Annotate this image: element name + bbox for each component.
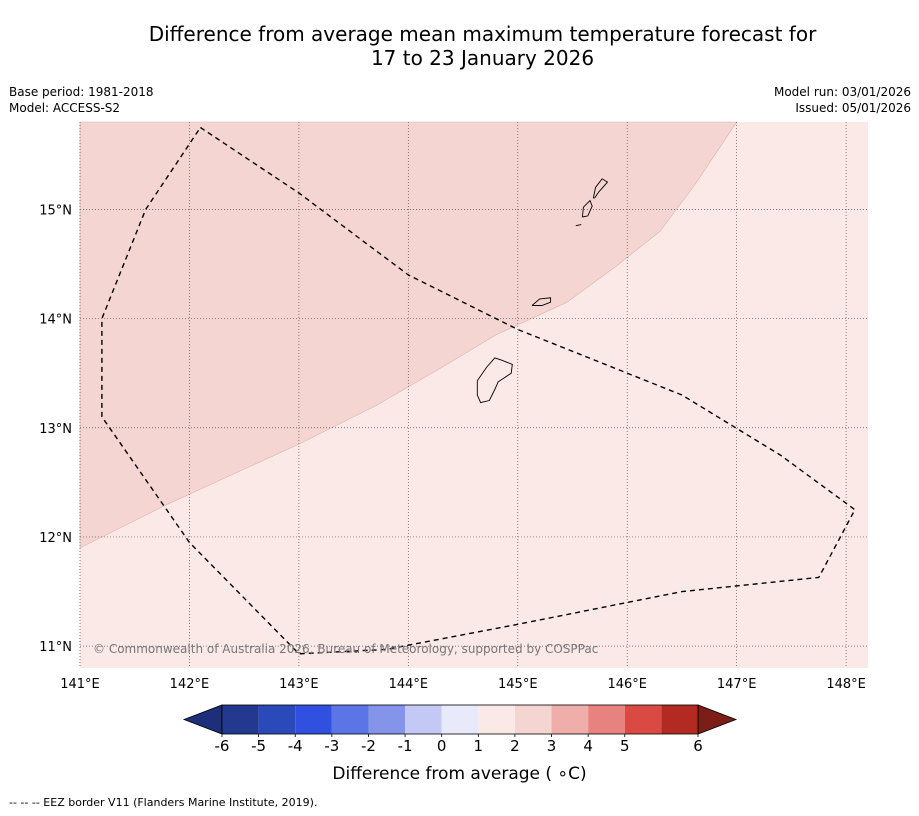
lat-tick-label: 11°N xyxy=(39,640,72,655)
title-line-1: Difference from average mean maximum tem… xyxy=(148,22,817,46)
chart-title: Difference from average mean maximum tem… xyxy=(60,22,905,70)
colorbar-bin xyxy=(405,705,442,734)
base-period: Base period: 1981-2018 xyxy=(9,85,154,99)
model-name: Model: ACCESS-S2 xyxy=(9,101,121,115)
island-rota xyxy=(531,297,552,306)
colorbar-tick-label: 0 xyxy=(437,737,447,755)
lon-tick-label: 146°E xyxy=(607,677,647,692)
colorbar-bin xyxy=(478,705,515,734)
lon-tick-label: 148°E xyxy=(826,677,866,692)
upper-anomaly-region xyxy=(79,121,738,549)
colorbar-bin xyxy=(222,705,259,734)
lon-tick-label: 145°E xyxy=(498,677,538,692)
footnote: -- -- -- EEZ border V11 (Flanders Marine… xyxy=(9,796,318,809)
lon-tick-label: 141°E xyxy=(60,677,100,692)
colorbar-bin xyxy=(661,705,698,734)
model-run: Model run: 03/01/2026 xyxy=(773,85,911,99)
axes: 141°E 142°E 143°E 144°E 145°E 146°E 147°E 148°E… xyxy=(39,203,866,692)
colorbar-bin xyxy=(551,705,589,734)
colorbar-tick-label: -2 xyxy=(361,737,376,755)
colorbar-tick-label: 4 xyxy=(583,737,593,755)
colorbar-tick-label: -3 xyxy=(324,737,339,755)
colorbar-tick-label: -6 xyxy=(215,737,230,755)
colorbar-tick-label: 1 xyxy=(474,737,484,755)
lat-tick-label: 14°N xyxy=(39,313,72,328)
colorbar-bin xyxy=(368,705,406,734)
lon-tick-label: 144°E xyxy=(389,677,429,692)
colorbar-frame xyxy=(221,704,699,735)
islands xyxy=(476,178,609,404)
colorbar-bin xyxy=(588,705,625,734)
colorbar-bin xyxy=(441,705,479,734)
island-tinian xyxy=(581,199,593,218)
lon-tick-label: 143°E xyxy=(279,677,319,692)
issued-date: Issued: 05/01/2026 xyxy=(795,101,911,115)
colorbar-tick-label: 2 xyxy=(510,737,520,755)
title-line-2: 17 to 23 January 2026 xyxy=(370,46,595,70)
island-saipan xyxy=(592,178,609,199)
colorbar-bin xyxy=(331,705,369,734)
lon-tick-label: 142°E xyxy=(170,677,210,692)
colorbar-bin xyxy=(295,705,332,734)
lat-tick-label: 13°N xyxy=(39,422,72,437)
colorbar-bin xyxy=(624,705,662,734)
meta-right: Model run: 03/01/2026 Issued: 05/01/2026 xyxy=(774,84,911,116)
plot-area: © Commonwealth of Australia 2026, Bureau… xyxy=(79,121,868,668)
island-guam xyxy=(476,357,513,404)
meta-left: Base period: 1981-2018 Model: ACCESS-S2 xyxy=(9,84,154,116)
colorbar-under-extension xyxy=(182,704,223,735)
gridlines xyxy=(79,122,868,668)
colorbar-over-extension xyxy=(697,704,738,735)
colorbar-bin xyxy=(258,705,296,734)
colorbar-label: Difference from average ( ∘C) xyxy=(332,764,587,784)
colorbar: -6 -5 -4 -3 -2 -1 0 1 2 3 4 5 6 xyxy=(182,704,738,755)
copyright: © Commonwealth of Australia 2026, Bureau… xyxy=(93,642,598,656)
colorbar-tick-label: -5 xyxy=(251,737,266,755)
colorbar-tick-label: 3 xyxy=(547,737,557,755)
lat-tick-label: 15°N xyxy=(39,203,72,218)
lat-tick-label: 12°N xyxy=(39,531,72,546)
eez-border xyxy=(101,126,856,655)
colorbar-tick-label: -1 xyxy=(398,737,413,755)
island-aguijan xyxy=(575,224,582,227)
lon-tick-label: 147°E xyxy=(717,677,757,692)
colorbar-tick-label: -4 xyxy=(288,737,303,755)
colorbar-bin xyxy=(514,705,552,734)
colorbar-tick-label: 6 xyxy=(693,737,703,755)
colorbar-tick-label: 5 xyxy=(620,737,630,755)
